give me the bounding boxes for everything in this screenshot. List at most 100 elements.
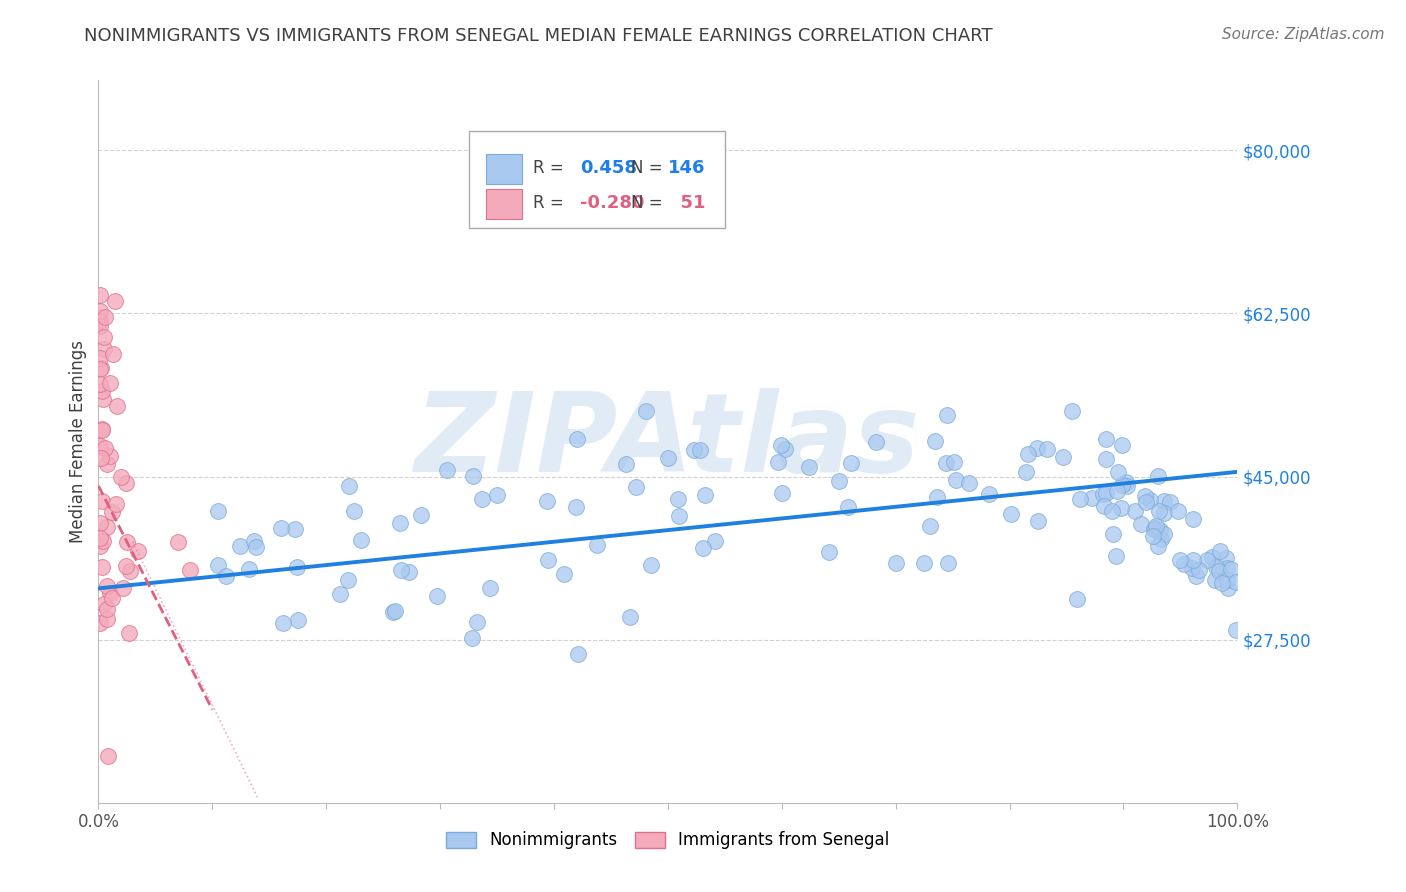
Point — [384, 604, 406, 618]
Point — [89, 319, 111, 334]
Point — [1062, 404, 1084, 418]
Point — [657, 450, 679, 465]
Point — [619, 610, 641, 624]
Point — [1216, 561, 1239, 575]
Point — [1167, 504, 1189, 518]
Point — [1095, 486, 1118, 500]
Point — [828, 475, 851, 489]
Point — [1105, 484, 1128, 499]
Point — [1182, 512, 1205, 526]
Point — [93, 598, 115, 612]
Point — [114, 559, 136, 574]
Point — [1219, 562, 1241, 576]
Point — [1139, 493, 1161, 508]
Point — [465, 615, 488, 630]
Point — [1095, 433, 1118, 447]
Point — [1142, 529, 1164, 543]
Point — [100, 586, 122, 600]
Point — [1115, 479, 1137, 493]
Point — [89, 351, 111, 366]
Point — [118, 626, 141, 640]
Point — [1017, 447, 1039, 461]
Point — [1066, 592, 1088, 607]
Point — [284, 522, 307, 536]
Point — [91, 392, 114, 406]
Point — [110, 469, 132, 483]
Point — [101, 505, 124, 519]
Point — [682, 443, 704, 458]
Point — [703, 533, 725, 548]
Point — [215, 568, 238, 582]
Point — [389, 563, 412, 577]
Point — [1211, 575, 1233, 590]
Point — [350, 533, 373, 548]
Point — [536, 494, 558, 508]
Point — [957, 476, 980, 491]
Point — [89, 287, 111, 301]
Point — [1101, 526, 1123, 541]
Point — [329, 587, 352, 601]
Point — [1146, 539, 1168, 553]
Point — [96, 579, 118, 593]
Point — [398, 565, 420, 579]
Point — [936, 556, 959, 570]
Point — [935, 408, 957, 422]
Point — [770, 485, 793, 500]
Point — [94, 310, 117, 324]
Point — [1014, 465, 1036, 479]
Text: Source: ZipAtlas.com: Source: ZipAtlas.com — [1222, 27, 1385, 42]
Text: -0.280: -0.280 — [581, 194, 645, 212]
Point — [865, 435, 887, 450]
Text: NONIMMIGRANTS VS IMMIGRANTS FROM SENEGAL MEDIAN FEMALE EARNINGS CORRELATION CHAR: NONIMMIGRANTS VS IMMIGRANTS FROM SENEGAL… — [84, 27, 993, 45]
Point — [89, 314, 111, 328]
Point — [89, 439, 111, 453]
Point — [1026, 442, 1049, 456]
Point — [839, 456, 862, 470]
Point — [98, 449, 121, 463]
Point — [167, 534, 190, 549]
Point — [115, 534, 138, 549]
Point — [1208, 564, 1230, 578]
Point — [90, 494, 112, 508]
Point — [389, 516, 412, 530]
Point — [1123, 504, 1146, 518]
Text: R =: R = — [533, 194, 569, 212]
Point — [1147, 503, 1170, 517]
Point — [1069, 491, 1091, 506]
Point — [270, 520, 292, 534]
Point — [634, 404, 657, 418]
Point — [90, 423, 112, 437]
Point — [1153, 527, 1175, 541]
Point — [553, 566, 575, 581]
Point — [287, 613, 309, 627]
Point — [90, 422, 112, 436]
Point — [837, 500, 859, 514]
Point — [411, 508, 433, 522]
Point — [666, 491, 689, 506]
Point — [912, 556, 935, 570]
Point — [285, 560, 308, 574]
Point — [207, 558, 229, 572]
Point — [943, 455, 966, 469]
Point — [1052, 450, 1074, 464]
Point — [1173, 557, 1195, 571]
Point — [1215, 550, 1237, 565]
Point — [692, 541, 714, 555]
Point — [120, 564, 142, 578]
FancyBboxPatch shape — [485, 154, 522, 185]
Point — [1159, 495, 1181, 509]
Point — [1115, 475, 1137, 489]
Point — [90, 384, 112, 399]
Point — [94, 441, 117, 455]
Point — [1143, 522, 1166, 536]
Point — [89, 361, 111, 376]
Point — [115, 476, 138, 491]
Text: 146: 146 — [668, 160, 706, 178]
Point — [461, 631, 484, 645]
Point — [382, 605, 405, 619]
Point — [471, 492, 494, 507]
Point — [103, 347, 125, 361]
Point — [565, 432, 588, 446]
Point — [1201, 550, 1223, 565]
Text: 0.458: 0.458 — [581, 160, 637, 178]
